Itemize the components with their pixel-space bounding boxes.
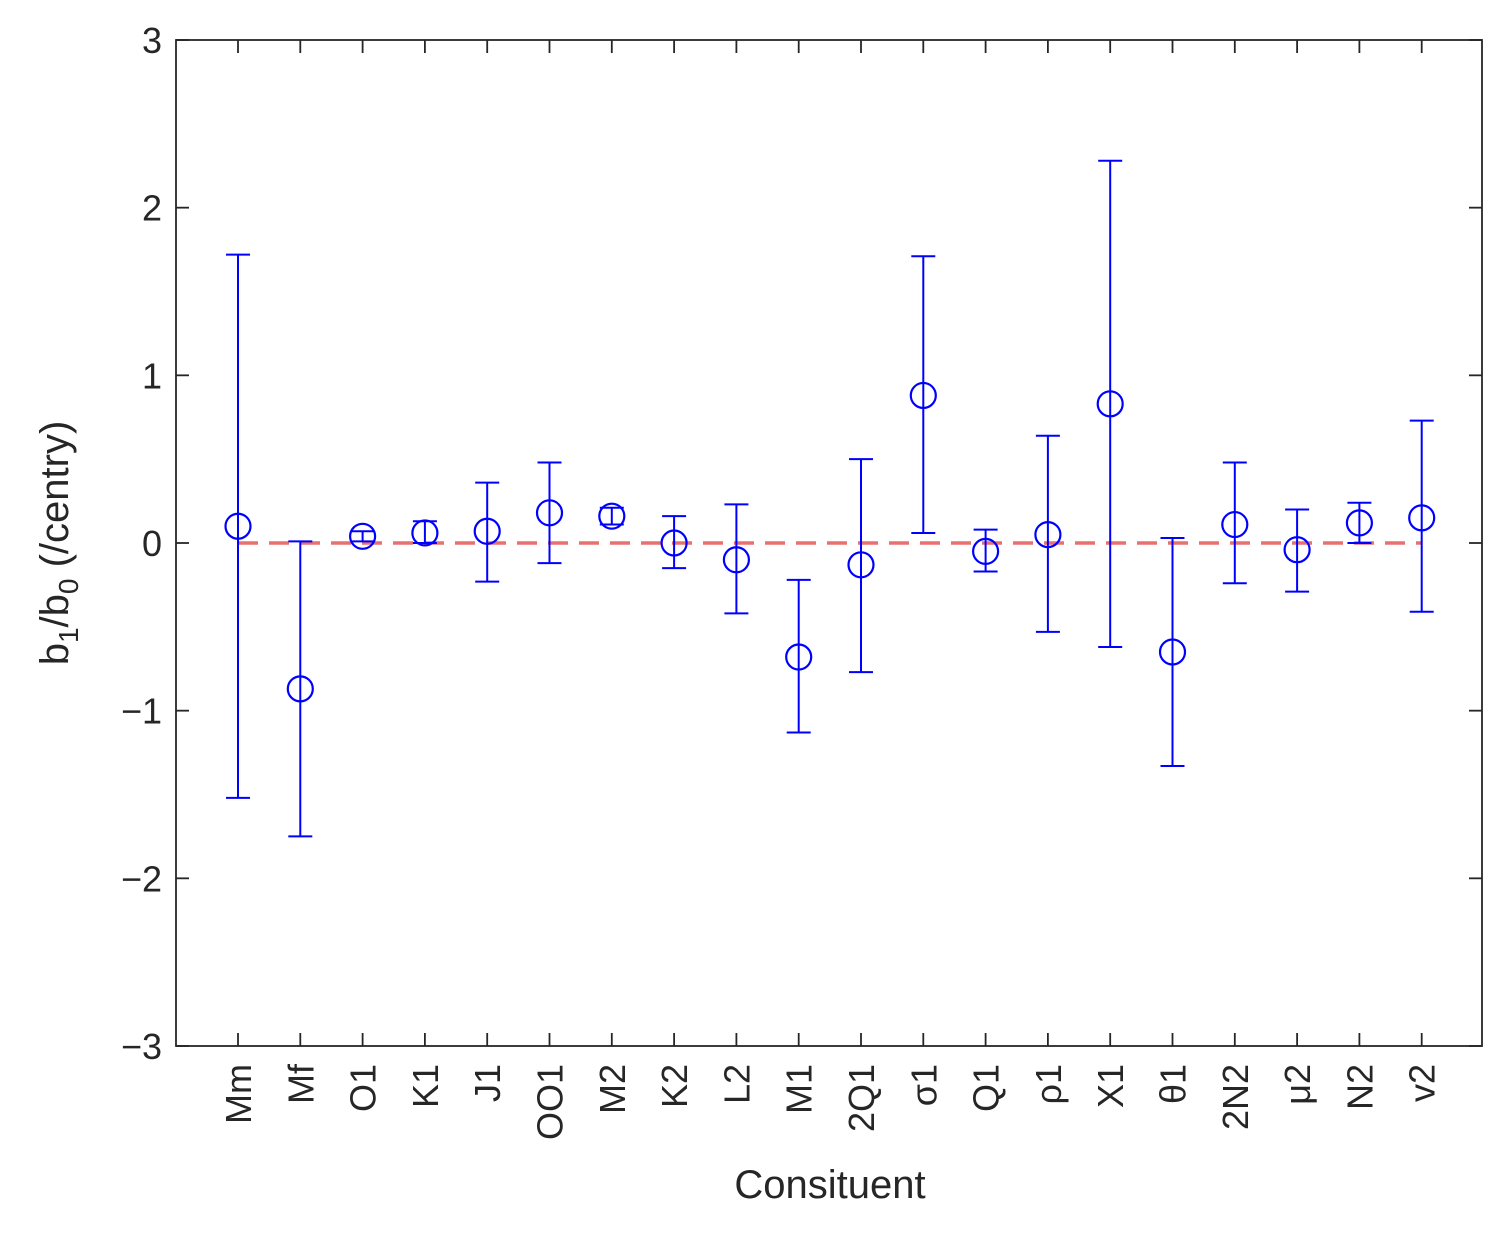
y-tick-label: 1	[142, 355, 162, 396]
x-tick-label: μ2	[1277, 1064, 1318, 1105]
y-tick-label: −1	[121, 691, 162, 732]
y-tick-label: −3	[121, 1026, 162, 1067]
data-point	[1283, 536, 1311, 564]
x-tick-label: 2N2	[1215, 1064, 1256, 1130]
data-point	[909, 381, 937, 410]
data-point	[1158, 638, 1187, 666]
y-tick-label: 3	[142, 20, 162, 61]
data-point	[660, 529, 688, 557]
markers-group	[224, 381, 1436, 703]
x-tick-label: L2	[716, 1064, 757, 1104]
data-point	[1345, 509, 1374, 537]
y-tick-label: 2	[142, 188, 162, 229]
x-tick-label: θ1	[1153, 1064, 1194, 1104]
y-tick-label: 0	[142, 523, 162, 564]
y-axis-label-sub0: 0	[53, 579, 84, 595]
y-axis-label-slash: /b	[33, 594, 77, 627]
y-axis-label-sub1: 1	[53, 627, 84, 643]
x-tick-label: OO1	[530, 1064, 571, 1140]
x-tick-label: M1	[779, 1064, 820, 1114]
x-ticks-group: Mm Mf O1 K1 J1 OO1 M2 K2 L2 M1 2Q1 σ1 Q1 ρ1 X1 θ1 2N2 μ2 N…	[218, 40, 1443, 1140]
y-ticks-group: −3 −2 −1 0 1 2 3	[121, 20, 1482, 1067]
x-tick-label: σ1	[903, 1064, 944, 1106]
x-tick-label: K1	[405, 1064, 446, 1108]
data-point	[847, 551, 875, 579]
x-tick-label: K2	[654, 1064, 695, 1108]
data-point	[1034, 521, 1062, 549]
data-point	[224, 512, 252, 540]
x-tick-label: ρ1	[1028, 1064, 1069, 1105]
data-point	[1096, 390, 1124, 418]
x-tick-label: Mf	[280, 1063, 321, 1104]
x-tick-label: Mm	[218, 1064, 259, 1124]
y-axis-label: b1/b0 (/centry)	[33, 421, 84, 666]
x-tick-label: N2	[1339, 1064, 1380, 1110]
data-point	[535, 499, 564, 527]
data-point	[286, 675, 314, 703]
x-tick-label: v2	[1402, 1064, 1443, 1102]
data-point	[1221, 510, 1249, 539]
data-point	[722, 546, 751, 574]
data-point	[473, 517, 501, 545]
data-point	[411, 519, 439, 547]
x-tick-label: O1	[343, 1064, 384, 1112]
x-tick-label: M2	[592, 1064, 633, 1114]
data-point	[785, 643, 813, 671]
y-axis-label-rest: (/centry)	[33, 421, 77, 579]
y-axis-label-b: b	[33, 643, 77, 665]
x-tick-label: J1	[467, 1064, 508, 1102]
data-point	[598, 502, 626, 530]
x-tick-label: 2Q1	[841, 1064, 882, 1132]
x-tick-label: Q1	[966, 1064, 1007, 1112]
x-axis-label: Consituent	[734, 1163, 925, 1207]
y-tick-label: −2	[121, 858, 162, 899]
x-tick-label: X1	[1090, 1064, 1131, 1108]
data-point	[1408, 504, 1436, 532]
data-point	[349, 522, 377, 550]
data-point	[971, 537, 1000, 565]
